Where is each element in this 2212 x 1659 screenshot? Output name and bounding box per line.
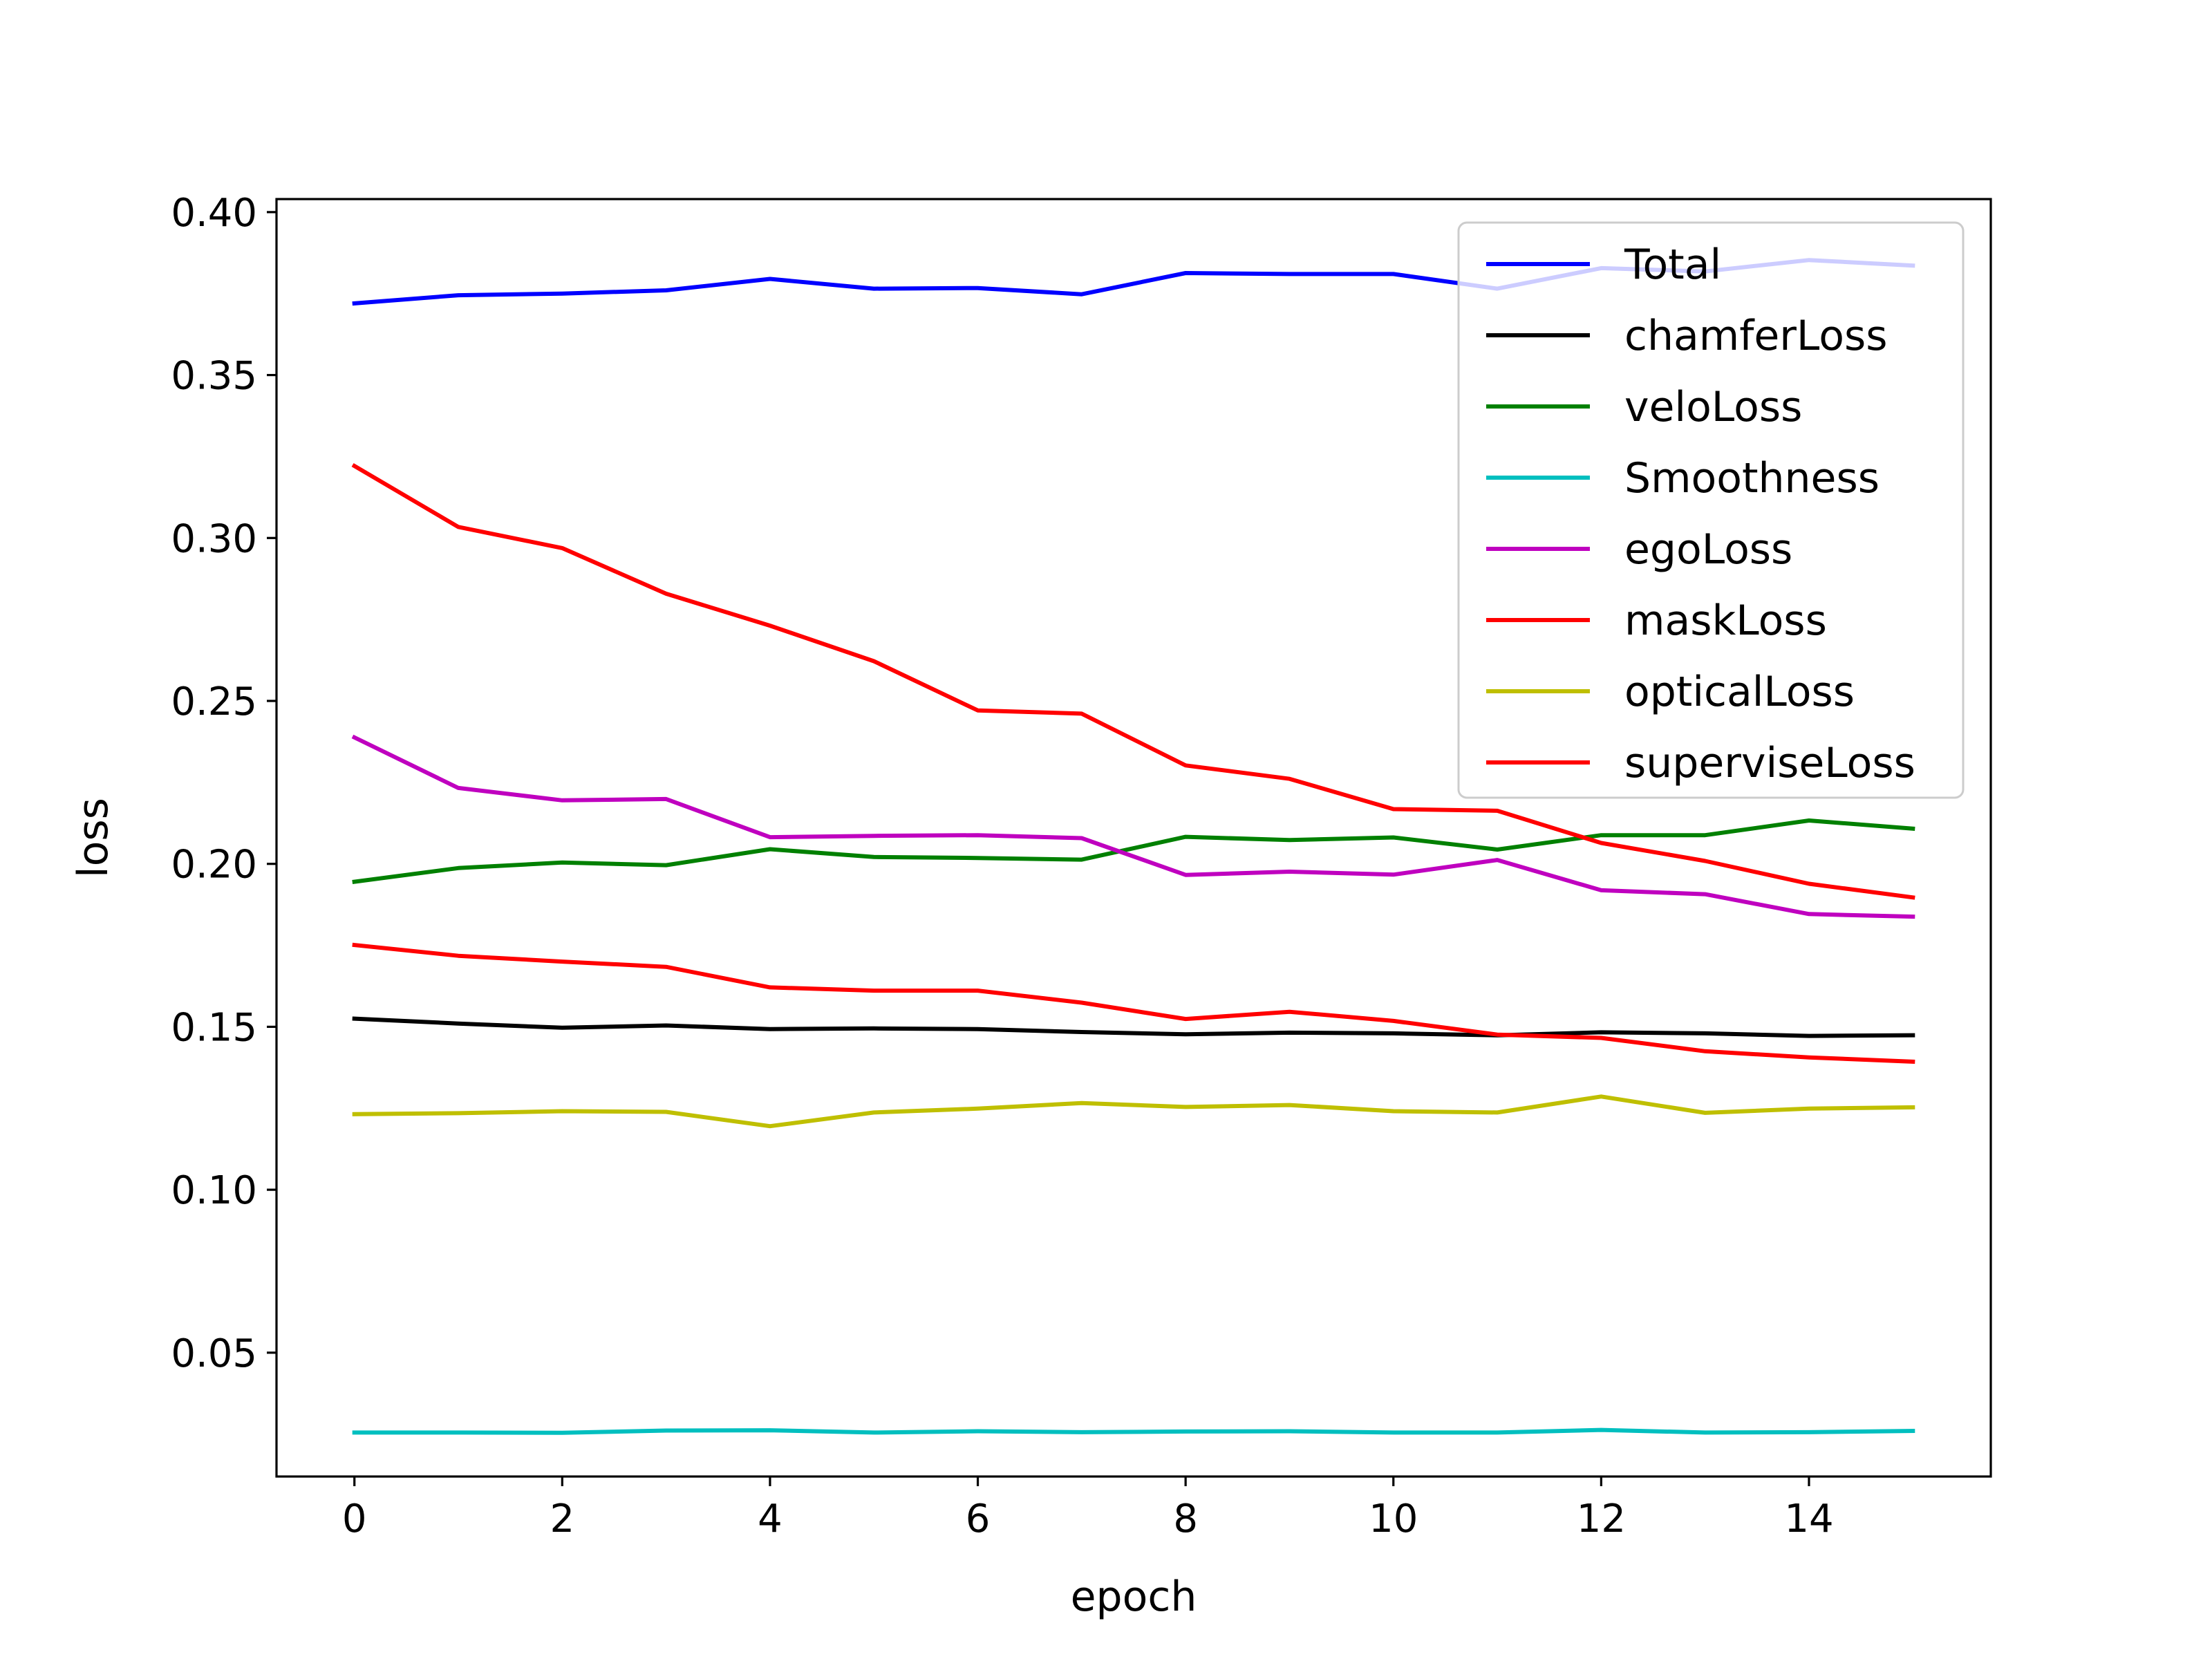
x-tick-label: 10 <box>1369 1497 1418 1541</box>
x-tick-label: 6 <box>966 1497 991 1541</box>
x-axis-ticks: 0 2 4 6 8 10 12 14 <box>342 1477 1834 1541</box>
legend-label-opticalLoss: opticalLoss <box>1624 668 1855 716</box>
y-tick-label: 0.40 <box>171 191 257 236</box>
y-tick-label: 0.15 <box>171 1005 257 1050</box>
series-line-opticalLoss <box>352 1094 1915 1129</box>
series-line-maskLoss <box>351 462 1915 900</box>
y-axis-ticks: 0.05 0.10 0.15 0.20 0.25 0.30 0.35 0.40 <box>171 191 276 1376</box>
legend: Total chamferLoss veloLoss Smoothness egoLos… <box>1457 221 1965 799</box>
series-line-chamferLoss <box>352 1016 1915 1038</box>
y-tick-label: 0.05 <box>171 1331 257 1376</box>
series-line-egoLoss <box>351 734 1915 919</box>
x-tick-label: 4 <box>758 1497 782 1541</box>
series-line-veloLoss <box>352 818 1915 884</box>
y-tick-label: 0.10 <box>171 1168 257 1213</box>
y-tick-label: 0.25 <box>171 679 257 724</box>
legend-label-chamferLoss: chamferLoss <box>1624 312 1888 360</box>
legend-label-egoLoss: egoLoss <box>1624 525 1792 574</box>
legend-label-veloLoss: veloLoss <box>1624 383 1802 431</box>
y-tick-label: 0.30 <box>171 516 257 561</box>
x-tick-label: 0 <box>342 1497 367 1541</box>
x-tick-label: 8 <box>1173 1497 1198 1541</box>
legend-label-Total: Total <box>1624 241 1721 289</box>
x-tick-label: 2 <box>550 1497 575 1541</box>
y-tick-label: 0.35 <box>171 354 257 399</box>
x-axis-label: epoch <box>1071 1573 1197 1621</box>
x-tick-label: 14 <box>1784 1497 1833 1541</box>
legend-label-superviseLoss: superviseLoss <box>1624 739 1915 787</box>
x-tick-label: 12 <box>1577 1497 1626 1541</box>
series-line-superviseLoss <box>352 942 1915 1065</box>
series-lines <box>351 258 1915 1435</box>
legend-label-Smoothness: Smoothness <box>1624 454 1880 503</box>
legend-frame <box>1457 221 1965 799</box>
series-line-Smoothness <box>352 1427 1915 1435</box>
legend-label-maskLoss: maskLoss <box>1624 597 1827 645</box>
y-axis-label: loss <box>69 798 118 878</box>
y-tick-label: 0.20 <box>171 843 257 888</box>
plot-frame <box>275 198 1992 1478</box>
